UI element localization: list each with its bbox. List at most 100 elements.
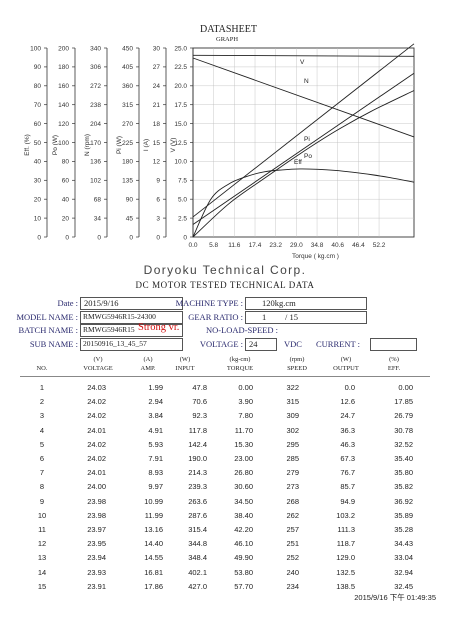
column-header: OUTPUT bbox=[333, 365, 359, 372]
sub-name-label: SUB NAME : bbox=[29, 339, 78, 349]
series-line-po bbox=[192, 90, 415, 238]
table-cell: 285 bbox=[286, 454, 299, 463]
table-cell: 24.02 bbox=[87, 397, 106, 407]
unit-label: (%) bbox=[389, 356, 399, 363]
axis-label: I (A) bbox=[143, 139, 150, 151]
datasheet-title: DATASHEET bbox=[200, 24, 257, 35]
axis-tick-label: 315 bbox=[122, 102, 133, 109]
axis-tick-label: 10 bbox=[34, 215, 42, 222]
axis-tick-label: 2.5 bbox=[178, 215, 187, 222]
axis-tick-label: 135 bbox=[122, 178, 133, 185]
axis-tick-label: 7.5 bbox=[178, 178, 187, 185]
axis-tick-label: 0 bbox=[65, 234, 69, 241]
table-cell: 15 bbox=[37, 581, 47, 591]
table-cell: 118.7 bbox=[336, 539, 355, 549]
table-cell: 24.02 bbox=[87, 454, 106, 463]
model-name-label: MODEL NAME : bbox=[16, 312, 78, 322]
column-header: SPEED bbox=[287, 365, 307, 372]
table-cell: 24.7 bbox=[340, 411, 355, 421]
axis-tick-label: 136 bbox=[90, 159, 101, 166]
table-cell: 36.92 bbox=[394, 496, 413, 506]
axis-tick-label: 0 bbox=[129, 234, 133, 241]
axis-tick-label: 180 bbox=[58, 64, 69, 71]
table-cell: 7 bbox=[39, 468, 45, 478]
axis-tick-label: 10.0 bbox=[174, 159, 187, 166]
axis-tick-label: 160 bbox=[58, 83, 69, 90]
table-cell: 8 bbox=[39, 482, 45, 492]
axis-tick-label: 20.0 bbox=[174, 83, 187, 90]
table-cell: 3 bbox=[39, 411, 45, 421]
model-name-field bbox=[80, 311, 183, 324]
table-cell: 10.99 bbox=[144, 496, 163, 506]
table-cell: 13 bbox=[37, 553, 47, 563]
company-name: Doryoku Technical Corp. bbox=[143, 263, 307, 277]
table-cell: 57.70 bbox=[234, 581, 253, 591]
axis-tick-label: 405 bbox=[122, 64, 133, 71]
axis-tick-label: 68 bbox=[94, 197, 102, 204]
table-cell: 117.8 bbox=[188, 425, 207, 435]
table-cell: 24.02 bbox=[87, 439, 106, 449]
axis-tick-label: 306 bbox=[90, 64, 101, 71]
table-cell: 92.3 bbox=[192, 411, 207, 421]
table-cell: 2 bbox=[39, 397, 45, 407]
table-cell: 309 bbox=[286, 411, 299, 421]
table-cell: 11.70 bbox=[234, 425, 253, 435]
table-cell: 8.93 bbox=[148, 468, 163, 478]
x-tick-label: 29.0 bbox=[290, 242, 303, 249]
axis-tick-label: 22.5 bbox=[174, 64, 187, 71]
axis-tick-label: 90 bbox=[34, 64, 42, 71]
table-cell: 7.91 bbox=[148, 454, 163, 463]
axis-tick-label: 120 bbox=[58, 121, 69, 128]
table-cell: 315 bbox=[286, 397, 299, 407]
table-cell: 42.20 bbox=[234, 525, 253, 534]
table-cell: 15.30 bbox=[234, 439, 253, 449]
axis-tick-label: 15.0 bbox=[174, 121, 187, 128]
voltage-value: 24 bbox=[249, 339, 258, 349]
axis-tick-label: 21 bbox=[153, 102, 161, 109]
axis-tick-label: 0 bbox=[97, 234, 101, 241]
table-cell: 427.0 bbox=[188, 581, 207, 591]
axis-tick-label: 25.0 bbox=[174, 45, 187, 52]
batch-note: Strong vr. bbox=[138, 322, 180, 333]
column-header: AMP. bbox=[140, 365, 156, 372]
current-label: CURRENT : bbox=[316, 339, 361, 349]
table-cell: 268 bbox=[286, 496, 299, 506]
table-cell: 111.3 bbox=[337, 525, 355, 534]
axis-tick-label: 20 bbox=[34, 197, 42, 204]
table-cell: 23.94 bbox=[87, 553, 106, 563]
table-cell: 24.01 bbox=[87, 425, 106, 435]
axis-tick-label: 450 bbox=[122, 45, 133, 52]
axis-tick-label: 0 bbox=[37, 234, 41, 241]
table-cell: 2.94 bbox=[148, 397, 163, 407]
table-cell: 49.90 bbox=[234, 553, 253, 563]
table-cell: 32.52 bbox=[394, 439, 413, 449]
x-tick-label: 17.4 bbox=[249, 242, 262, 249]
table-cell: 239.3 bbox=[188, 482, 207, 492]
table-cell: 26.80 bbox=[234, 468, 253, 478]
series-line-i bbox=[192, 72, 415, 225]
axis-tick-label: 100 bbox=[30, 45, 41, 52]
axis-tick-label: 24 bbox=[153, 83, 161, 90]
table-cell: 302 bbox=[286, 425, 299, 435]
table-cell: 13.16 bbox=[144, 525, 163, 534]
table-cell: 3.84 bbox=[148, 411, 163, 421]
series-line-v bbox=[192, 54, 415, 57]
model-name-value: RMWG5946R15-24300 bbox=[83, 312, 156, 321]
table-cell: 23.91 bbox=[87, 581, 106, 591]
table-cell: 10 bbox=[37, 510, 47, 520]
x-tick-label: 46.4 bbox=[352, 242, 365, 249]
axis-tick-label: 20 bbox=[62, 215, 70, 222]
unit-label: (rpm) bbox=[289, 356, 305, 363]
table-cell: 46.10 bbox=[234, 539, 253, 549]
table-cell: 214.3 bbox=[188, 468, 207, 478]
table-cell: 273 bbox=[286, 482, 299, 492]
table-cell: 1 bbox=[39, 383, 45, 392]
performance-chart: 0.0 5.8 11.6 17.4 23.2 29.0 34.8 40.6 46.4 52.2 To… bbox=[24, 43, 415, 260]
x-tick-label: 52.2 bbox=[373, 242, 386, 249]
table-cell: 16.81 bbox=[144, 567, 163, 577]
batch-name-label: BATCH NAME : bbox=[18, 325, 78, 335]
table-cell: 23.00 bbox=[234, 454, 253, 463]
table-cell: 1.99 bbox=[148, 383, 163, 392]
line-label-v: V bbox=[300, 59, 305, 66]
axis-tick-label: 12 bbox=[153, 159, 161, 166]
